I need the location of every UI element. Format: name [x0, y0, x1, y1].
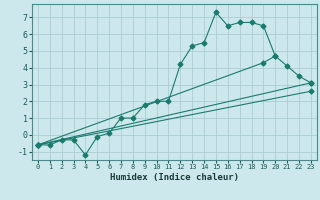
X-axis label: Humidex (Indice chaleur): Humidex (Indice chaleur)	[110, 173, 239, 182]
